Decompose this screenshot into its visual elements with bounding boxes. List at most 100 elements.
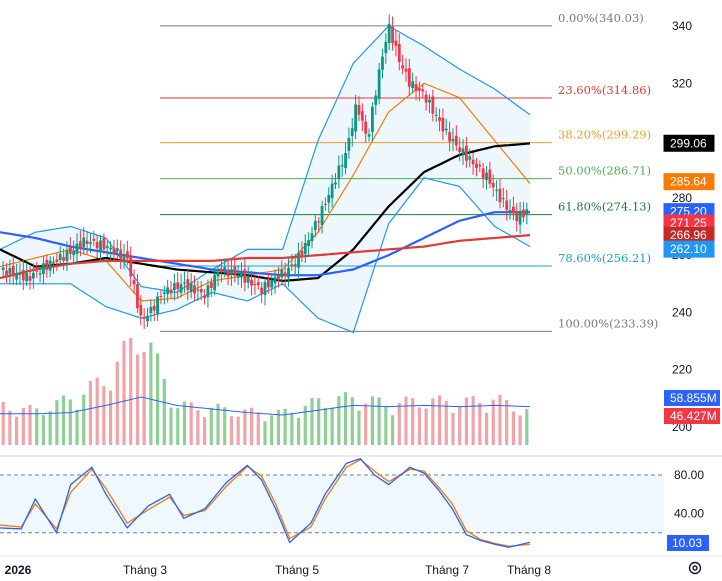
settings-gear-icon[interactable] bbox=[687, 560, 703, 576]
candle-body bbox=[434, 114, 438, 116]
volume-bar bbox=[169, 407, 173, 445]
candle-body bbox=[350, 128, 354, 136]
candle-body bbox=[149, 306, 153, 314]
candle-body bbox=[454, 135, 458, 146]
candle-body bbox=[381, 56, 384, 70]
volume-bar bbox=[444, 401, 448, 445]
volume-bar bbox=[397, 403, 401, 445]
candle-body bbox=[508, 209, 512, 212]
fib-level-label: 50.00%(286.71) bbox=[558, 164, 651, 178]
volume-badge bbox=[664, 390, 720, 406]
price-badge-label: 285.64 bbox=[670, 175, 707, 189]
volume-bar bbox=[88, 381, 93, 445]
volume-bar bbox=[35, 408, 39, 445]
candle-body bbox=[468, 156, 472, 160]
candle-body bbox=[65, 250, 69, 262]
series-line-sma_short bbox=[0, 82, 531, 302]
candle-body bbox=[340, 165, 344, 167]
fib-level-label: 38.20%(299.29) bbox=[558, 128, 651, 142]
volume-bar bbox=[357, 410, 361, 445]
candle-body bbox=[226, 270, 230, 277]
volume-bar bbox=[276, 409, 281, 445]
time-axis-label: 2026 bbox=[5, 563, 32, 577]
price-tick-label: 320 bbox=[672, 76, 692, 90]
candle-body bbox=[397, 44, 401, 63]
volume-bar bbox=[209, 407, 213, 445]
candle-body bbox=[156, 296, 159, 314]
candle-body bbox=[421, 89, 425, 92]
volume-bar bbox=[55, 400, 59, 445]
volume-bar bbox=[384, 406, 388, 445]
candle-body bbox=[270, 279, 274, 288]
candle-body bbox=[287, 267, 290, 278]
volume-bar bbox=[75, 409, 79, 445]
candle-body bbox=[92, 238, 96, 241]
candle-body bbox=[525, 209, 529, 215]
price-badge bbox=[663, 105, 715, 123]
candle-body bbox=[324, 204, 327, 206]
candle-body bbox=[411, 81, 415, 89]
series-line-bollinger_upper bbox=[0, 25, 531, 294]
volume-average-line bbox=[0, 396, 531, 416]
candle-body bbox=[48, 260, 52, 271]
candle-body bbox=[250, 279, 253, 286]
candle-body bbox=[82, 237, 86, 248]
volume-bar bbox=[21, 408, 25, 445]
candle-body bbox=[112, 247, 116, 255]
candle-body bbox=[162, 292, 166, 294]
volume-bar bbox=[478, 403, 482, 445]
volume-bar bbox=[102, 386, 106, 445]
candle-body bbox=[273, 277, 277, 284]
volume-bar bbox=[82, 394, 86, 445]
fib-level-label: 100.00%(233.39) bbox=[558, 316, 658, 330]
volume-bar bbox=[364, 403, 368, 445]
candle-body bbox=[119, 249, 123, 259]
candle-body bbox=[186, 279, 190, 290]
candle-body bbox=[407, 68, 411, 87]
bollinger-band-fill bbox=[0, 26, 530, 333]
candle-body bbox=[428, 99, 431, 103]
candle-body bbox=[122, 254, 126, 262]
volume-bar bbox=[176, 408, 180, 445]
volume-bar bbox=[323, 407, 328, 445]
volume-bar bbox=[431, 398, 435, 445]
candle-body bbox=[387, 23, 391, 44]
volume-bar bbox=[223, 407, 227, 445]
candle-body bbox=[414, 83, 418, 91]
volume-bar bbox=[15, 416, 19, 445]
stochastic-d-line bbox=[0, 458, 531, 547]
time-axis-label: Tháng 7 bbox=[425, 563, 469, 577]
volume-bar bbox=[458, 406, 462, 445]
volume-bar bbox=[122, 341, 126, 445]
volume-bar bbox=[484, 412, 489, 445]
series-line-sma_blue bbox=[0, 211, 530, 277]
candle-body bbox=[266, 278, 270, 288]
candle-body bbox=[206, 285, 210, 298]
candle-body bbox=[448, 132, 452, 142]
candle-body bbox=[475, 163, 478, 169]
candle-body bbox=[495, 189, 499, 191]
candle-body bbox=[374, 95, 378, 105]
candle-body bbox=[233, 266, 237, 276]
candle-body bbox=[166, 287, 170, 295]
candle-body bbox=[256, 282, 260, 285]
candle-body bbox=[401, 65, 405, 69]
candle-body bbox=[5, 270, 8, 276]
candle-body bbox=[501, 198, 505, 200]
volume-bar bbox=[135, 354, 140, 445]
candle-body bbox=[515, 212, 519, 222]
candle-body bbox=[320, 206, 324, 226]
volume-badge-label: 58.855M bbox=[670, 391, 717, 405]
candle-body bbox=[89, 242, 92, 245]
volume-bar bbox=[68, 399, 72, 445]
candle-body bbox=[371, 106, 374, 132]
stochastic-tick-label: 40.00 bbox=[674, 507, 704, 521]
volume-bar bbox=[411, 398, 415, 445]
volume-bar bbox=[424, 408, 428, 445]
candle-body bbox=[78, 241, 82, 249]
candle-body bbox=[75, 243, 79, 254]
volume-bar bbox=[182, 401, 187, 445]
candle-body bbox=[344, 152, 347, 169]
candle-body bbox=[183, 282, 186, 284]
